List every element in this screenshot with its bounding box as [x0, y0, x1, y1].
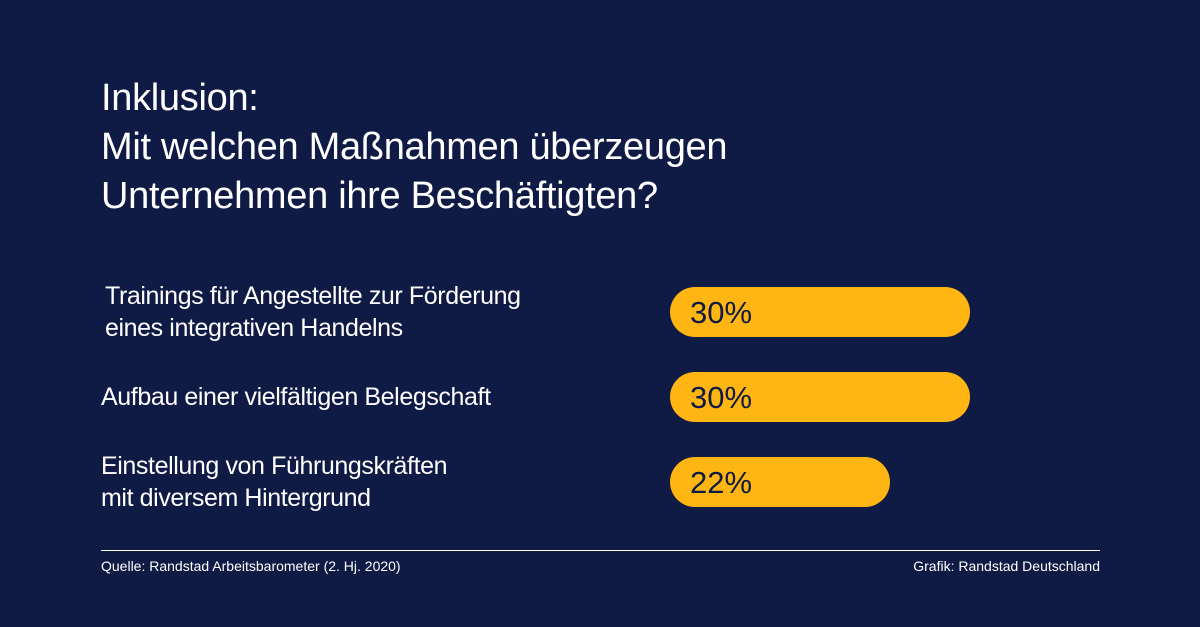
chart-title-line-1: Inklusion:	[101, 77, 259, 119]
bar-value-label: 22%	[690, 465, 753, 500]
category-label-line: Trainings für Angestellte zur Förderung	[105, 282, 521, 310]
chart-title-line-2: Mit welchen Maßnahmen überzeugen	[101, 126, 728, 168]
bar-value-label: 30%	[690, 295, 753, 330]
bar: 30%	[670, 287, 970, 337]
category-label: Aufbau einer vielfältigen Belegschaft	[101, 381, 491, 413]
category-label-line: mit diversem Hintergrund	[101, 484, 371, 512]
bar-value-label: 30%	[690, 380, 753, 415]
bar: 30%	[670, 372, 970, 422]
chart-title: Inklusion: Mit welchen Maßnahmen überzeu…	[101, 74, 1001, 221]
footer-divider	[101, 550, 1100, 551]
chart-title-line-3: Unternehmen ihre Beschäftigten?	[101, 175, 658, 217]
category-label-line: Aufbau einer vielfältigen Belegschaft	[101, 383, 491, 411]
graphic-credit: Grafik: Randstad Deutschland	[913, 558, 1100, 574]
category-label: Einstellung von Führungskräften mit diver…	[101, 450, 448, 514]
category-label: Trainings für Angestellte zur Förderung e…	[105, 280, 521, 344]
category-label-line: eines integrativen Handelns	[105, 314, 403, 342]
source-note: Quelle: Randstad Arbeitsbarometer (2. Hj…	[101, 558, 401, 574]
category-label-line: Einstellung von Führungskräften	[101, 452, 448, 480]
bar: 22%	[670, 457, 890, 507]
